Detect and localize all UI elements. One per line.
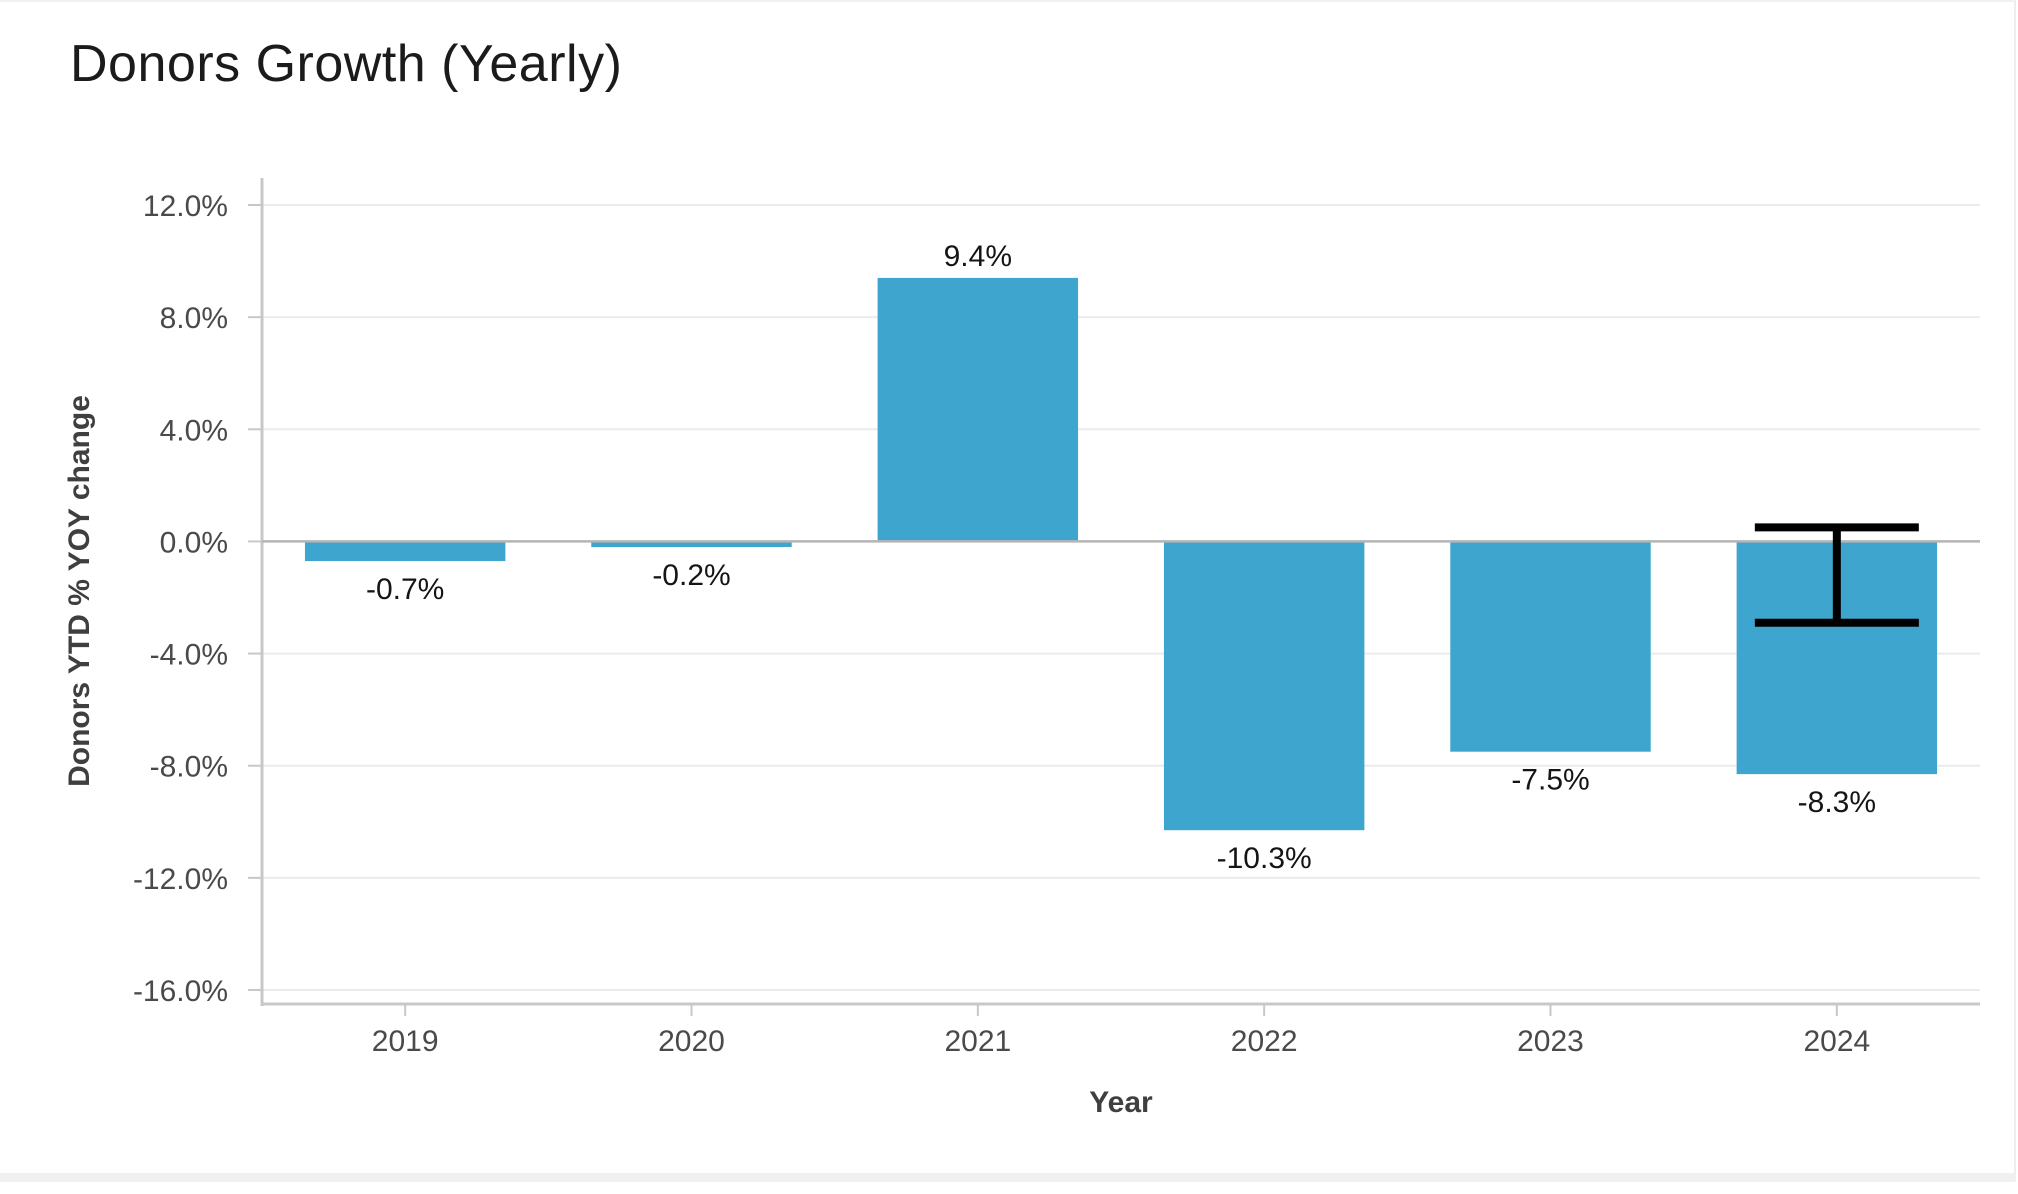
x-tick-label: 2023: [1517, 1025, 1584, 1058]
x-tick-label: 2019: [372, 1025, 439, 1058]
bar: [591, 541, 792, 548]
x-tick-label: 2020: [658, 1025, 725, 1058]
y-tick-label: -12.0%: [133, 863, 228, 896]
y-tick-label: -4.0%: [150, 639, 228, 672]
bar: [304, 541, 506, 562]
bar: [877, 277, 1079, 542]
y-tick-label: 12.0%: [143, 190, 228, 223]
y-tick-label: -8.0%: [150, 751, 228, 784]
data-label: -10.3%: [1217, 842, 1312, 875]
y-axis-title: Donors YTD % YOY change: [63, 395, 96, 787]
data-labels: -0.7% -0.2% 9.4% -10.3% -7.5% -8.3%: [366, 240, 1876, 875]
axes: 12.0% 8.0% 4.0% 0.0% -4.0% -8.0% -12.0% -16.0% 2…: [133, 178, 1980, 1058]
bar: [1163, 541, 1365, 831]
y-tick-label: 4.0%: [160, 414, 228, 447]
data-label: -0.2%: [652, 559, 730, 592]
x-tick-label: 2022: [1231, 1025, 1298, 1058]
x-axis-title: Year: [1089, 1086, 1153, 1119]
x-tick-label: 2021: [944, 1025, 1011, 1058]
y-tick-label: 0.0%: [160, 526, 228, 559]
y-tick-label: -16.0%: [133, 975, 228, 1008]
error-bar: [1754, 523, 1919, 627]
bars: [304, 277, 1938, 831]
grid-lines: [262, 204, 1980, 991]
bar: [1450, 541, 1651, 752]
x-tick-label: 2024: [1803, 1025, 1870, 1058]
data-label: -8.3%: [1798, 786, 1876, 819]
data-label: 9.4%: [944, 240, 1012, 273]
chart-title: Donors Growth (Yearly): [70, 35, 623, 93]
data-label: -7.5%: [1511, 764, 1589, 797]
data-label: -0.7%: [366, 573, 444, 606]
y-tick-label: 8.0%: [160, 302, 228, 335]
